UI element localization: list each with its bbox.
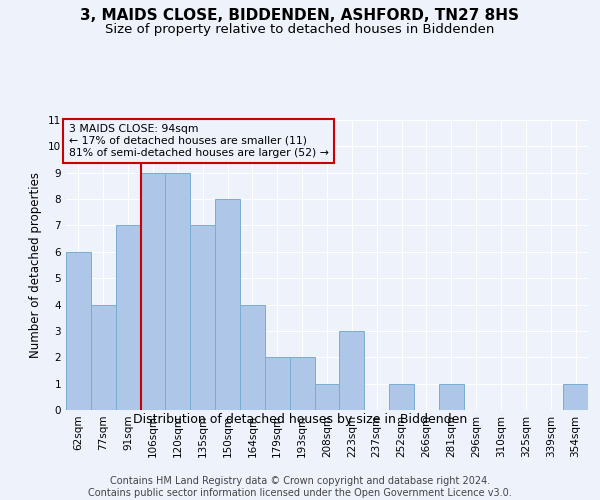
Bar [439,384,464,410]
Text: 3, MAIDS CLOSE, BIDDENDEN, ASHFORD, TN27 8HS: 3, MAIDS CLOSE, BIDDENDEN, ASHFORD, TN27… [80,8,520,22]
Bar [166,172,190,410]
Text: Size of property relative to detached houses in Biddenden: Size of property relative to detached ho… [106,22,494,36]
Bar [215,199,240,410]
Text: Distribution of detached houses by size in Biddenden: Distribution of detached houses by size … [133,412,467,426]
Bar [140,172,166,410]
Bar [116,226,140,410]
Text: Contains HM Land Registry data © Crown copyright and database right 2024.
Contai: Contains HM Land Registry data © Crown c… [88,476,512,498]
Bar [314,384,340,410]
Y-axis label: Number of detached properties: Number of detached properties [29,172,43,358]
Bar [91,304,116,410]
Bar [240,304,265,410]
Bar [190,226,215,410]
Bar [389,384,414,410]
Bar [290,358,314,410]
Bar [66,252,91,410]
Bar [340,331,364,410]
Bar [563,384,588,410]
Bar [265,358,290,410]
Text: 3 MAIDS CLOSE: 94sqm
← 17% of detached houses are smaller (11)
81% of semi-detac: 3 MAIDS CLOSE: 94sqm ← 17% of detached h… [68,124,328,158]
